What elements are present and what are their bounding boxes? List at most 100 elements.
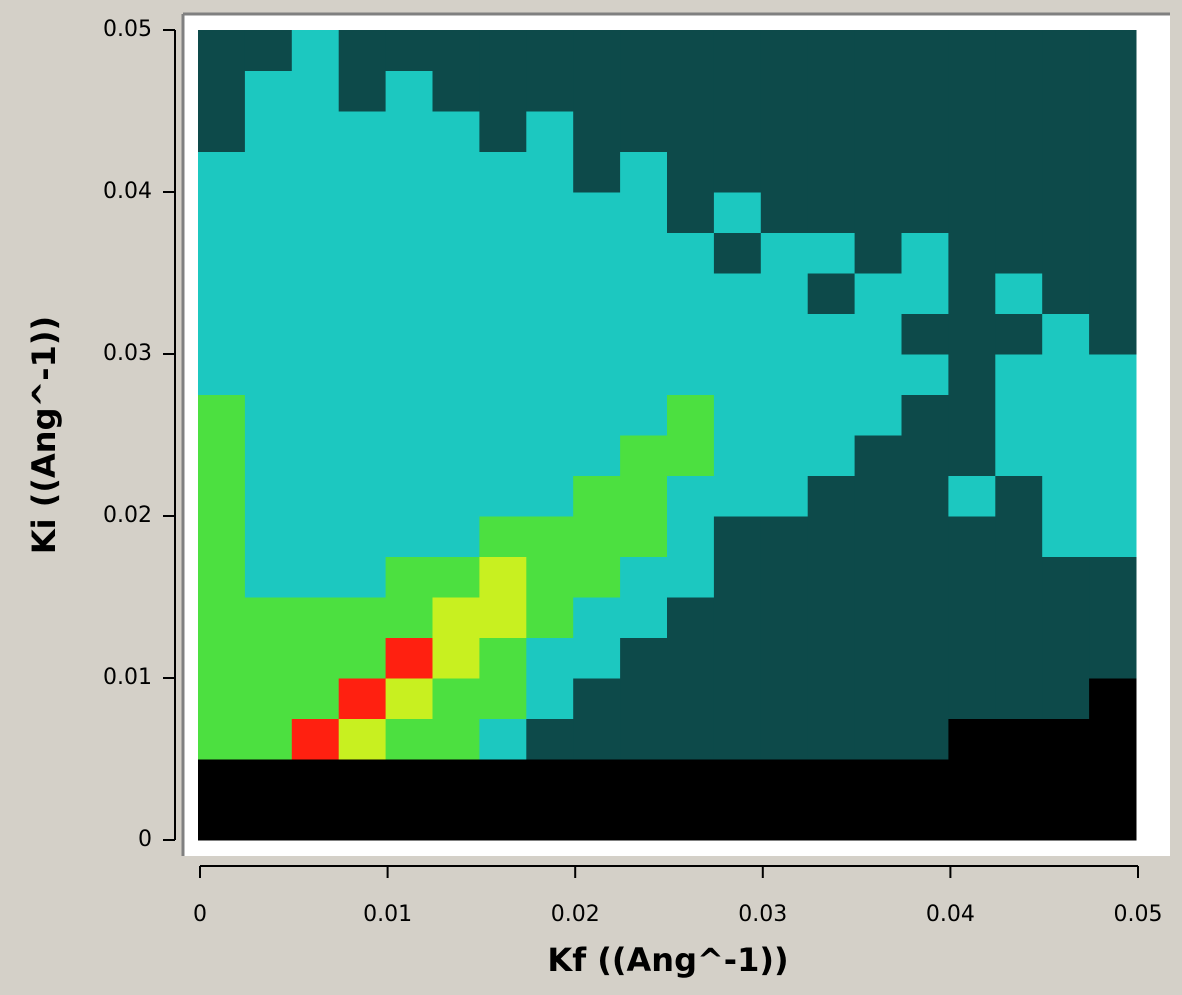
heatmap-cell — [667, 394, 715, 436]
heatmap-cell — [667, 273, 715, 314]
heatmap-cell — [338, 516, 387, 557]
heatmap-cell — [573, 394, 621, 436]
heatmap-cell — [713, 556, 762, 598]
heatmap-cell — [432, 192, 480, 233]
heatmap-cell — [854, 111, 902, 152]
heatmap-cell — [760, 516, 809, 557]
heatmap-cell — [760, 151, 809, 193]
heatmap-cell — [807, 556, 856, 598]
heatmap-cell — [995, 354, 1043, 395]
heatmap-cell — [807, 759, 856, 800]
heatmap-cell — [995, 759, 1043, 800]
heatmap-cell — [385, 718, 433, 760]
heatmap-cell — [385, 516, 433, 557]
heatmap-cell — [1089, 273, 1137, 314]
heatmap-cell — [385, 70, 433, 112]
heatmap-cell — [573, 718, 621, 760]
heatmap-cell — [1042, 475, 1090, 517]
heatmap-cell — [1089, 435, 1137, 476]
heatmap-cell — [854, 273, 902, 314]
heatmap-cell — [573, 799, 621, 841]
heatmap-cell — [244, 678, 293, 719]
heatmap-cell — [479, 678, 527, 719]
heatmap-cell — [1042, 192, 1090, 233]
heatmap-cell — [948, 70, 996, 112]
heatmap-cell — [620, 597, 668, 638]
heatmap-cell — [338, 799, 387, 841]
heatmap-cell — [338, 273, 387, 314]
heatmap-cell — [291, 718, 340, 760]
heatmap-cell — [432, 354, 480, 395]
heatmap-cell — [995, 111, 1043, 152]
heatmap-cell — [432, 111, 480, 152]
heatmap-cell — [620, 394, 668, 436]
heatmap-cell — [948, 273, 996, 314]
heatmap-cell — [760, 313, 809, 355]
heatmap-cell — [385, 273, 433, 314]
heatmap-cell — [620, 70, 668, 112]
heatmap-cell — [244, 394, 293, 436]
heatmap-cell — [385, 556, 433, 598]
heatmap-cell — [995, 678, 1043, 719]
heatmap-cell — [667, 354, 715, 395]
heatmap-cell — [901, 313, 949, 355]
heatmap-cell — [1042, 516, 1090, 557]
heatmap-cell — [713, 516, 762, 557]
heatmap-cell — [479, 799, 527, 841]
heatmap-cell — [620, 232, 668, 274]
heatmap-cell — [901, 637, 949, 679]
heatmap-cell — [854, 799, 902, 841]
y-tick-label: 0.02 — [103, 503, 152, 528]
heatmap-cell — [432, 759, 480, 800]
heatmap-cell — [901, 597, 949, 638]
heatmap-cell — [995, 597, 1043, 638]
heatmap-cell — [995, 273, 1043, 314]
heatmap-cell — [713, 597, 762, 638]
heatmap-cell — [807, 597, 856, 638]
heatmap-cell — [995, 799, 1043, 841]
heatmap-cell — [667, 799, 715, 841]
heatmap-cell — [854, 30, 902, 71]
heatmap-cell — [667, 678, 715, 719]
heatmap — [198, 30, 1137, 841]
heatmap-cell — [995, 556, 1043, 598]
heatmap-cell — [338, 759, 387, 800]
heatmap-cell — [479, 151, 527, 193]
heatmap-cell — [807, 475, 856, 517]
heatmap-cell — [526, 232, 574, 274]
heatmap-cell — [620, 799, 668, 841]
heatmap-cell — [854, 597, 902, 638]
heatmap-cell — [854, 151, 902, 193]
heatmap-cell — [1042, 30, 1090, 71]
heatmap-cell — [479, 759, 527, 800]
heatmap-cell — [338, 678, 387, 719]
heatmap-cell — [760, 70, 809, 112]
heatmap-cell — [1042, 273, 1090, 314]
heatmap-cell — [338, 232, 387, 274]
heatmap-cell — [760, 718, 809, 760]
heatmap-cell — [620, 435, 668, 476]
heatmap-cell — [1042, 313, 1090, 355]
heatmap-cell — [901, 30, 949, 71]
heatmap-cell — [479, 516, 527, 557]
heatmap-cell — [948, 597, 996, 638]
heatmap-cell — [901, 718, 949, 760]
heatmap-cell — [901, 516, 949, 557]
heatmap-cell — [573, 70, 621, 112]
heatmap-cell — [1042, 354, 1090, 395]
heatmap-cell — [198, 678, 246, 719]
heatmap-cell — [198, 759, 246, 800]
heatmap-cell — [667, 475, 715, 517]
heatmap-cell — [479, 192, 527, 233]
heatmap-cell — [385, 435, 433, 476]
heatmap-cell — [1089, 799, 1137, 841]
heatmap-cell — [385, 111, 433, 152]
heatmap-cell — [760, 556, 809, 598]
heatmap-cell — [526, 111, 574, 152]
heatmap-cell — [1042, 718, 1090, 760]
heatmap-cell — [1089, 111, 1137, 152]
heatmap-cell — [573, 475, 621, 517]
heatmap-cell — [620, 759, 668, 800]
heatmap-cell — [1089, 556, 1137, 598]
